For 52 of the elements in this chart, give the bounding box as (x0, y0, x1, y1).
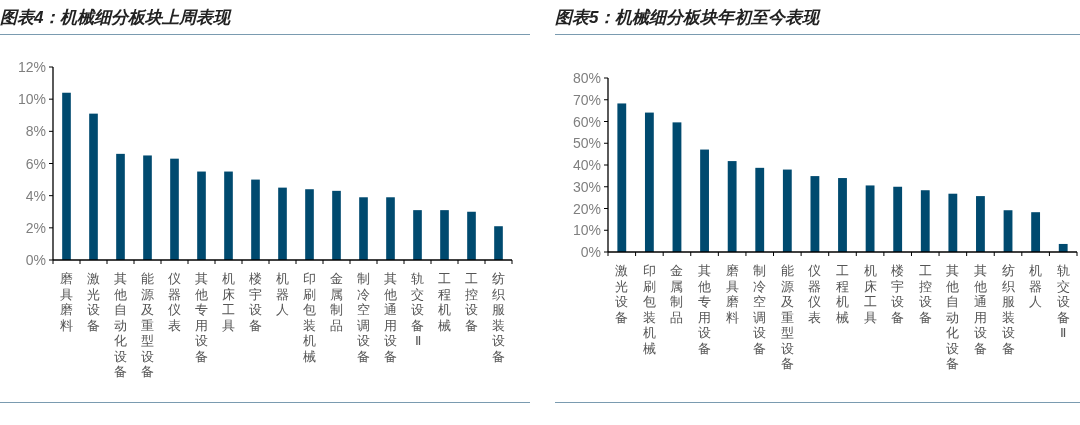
chart-title: 图表5：机械细分板块年初至今表现 (555, 7, 820, 29)
x-tick-label: 印刷包装机械 (303, 271, 316, 364)
x-tick-label: 机床工具 (222, 271, 235, 333)
y-tick-label: 12% (17, 59, 46, 75)
y-tick-label: 10% (572, 222, 601, 239)
x-tick-label: 其他通用设备 (973, 263, 987, 356)
x-tick-label: 楼宇设备 (249, 271, 262, 333)
x-tick-label: 金属制品 (330, 271, 343, 333)
x-tick-label: 工控设备 (918, 263, 932, 325)
x-tick-label: 其他自动化设备 (114, 271, 127, 379)
y-tick-label: 8% (25, 123, 46, 140)
y-tick-label: 10% (17, 91, 46, 108)
x-tick-label: 工程机械 (438, 271, 451, 333)
chart-title: 图表4：机械细分板块上周表现 (0, 7, 231, 29)
x-tick-label: 其他专用设备 (195, 271, 208, 364)
x-tick-label: 楼宇设备 (891, 263, 905, 325)
x-tick-label: 激光设备 (87, 271, 100, 333)
x-tick-label: 仪器仪表 (168, 271, 181, 333)
x-tick-label: 能源及重型设备 (780, 263, 794, 371)
x-tick-label: 制冷空调设备 (753, 263, 767, 356)
y-tick-label: 4% (25, 187, 46, 204)
x-tick-label: 制冷空调设备 (357, 271, 370, 364)
y-tick-label: 20% (572, 200, 601, 217)
x-tick-label: 印刷包装机械 (642, 263, 656, 356)
x-tick-label: 轨交设备Ⅱ (1056, 263, 1070, 340)
y-tick-label: 6% (25, 155, 46, 172)
x-tick-label: 纺织服装设备 (492, 271, 505, 364)
x-tick-label: 纺织服装设备 (1001, 263, 1015, 356)
y-tick-label: 60% (572, 113, 601, 130)
x-tick-label: 磨具磨料 (60, 271, 73, 333)
y-tick-label: 70% (572, 91, 601, 108)
y-tick-label: 80% (572, 70, 601, 86)
y-tick-label: 0% (25, 252, 46, 268)
y-tick-label: 50% (572, 135, 601, 152)
x-tick-label: 机器人 (276, 271, 289, 317)
x-tick-label: 机器人 (1029, 263, 1043, 309)
x-tick-label: 其他自动化设备 (946, 263, 960, 371)
y-tick-label: 0% (580, 244, 601, 260)
x-tick-label: 激光设备 (615, 263, 629, 325)
x-tick-label: 仪器仪表 (808, 263, 822, 325)
x-tick-label: 磨具磨料 (725, 263, 739, 325)
x-tick-label: 其他专用设备 (698, 263, 712, 356)
x-tick-label: 工程机械 (836, 263, 849, 325)
y-tick-label: 2% (25, 219, 46, 236)
x-tick-label: 能源及重型设备 (141, 271, 154, 379)
x-tick-label: 其他通用设备 (384, 271, 397, 364)
x-tick-label: 工控设备 (465, 271, 478, 333)
x-tick-label: 机床工具 (863, 263, 877, 325)
x-tick-label: 金属制品 (670, 263, 684, 325)
y-tick-label: 30% (572, 178, 601, 195)
x-tick-label: 轨交设备Ⅱ (411, 271, 424, 348)
y-tick-label: 40% (572, 157, 601, 173)
